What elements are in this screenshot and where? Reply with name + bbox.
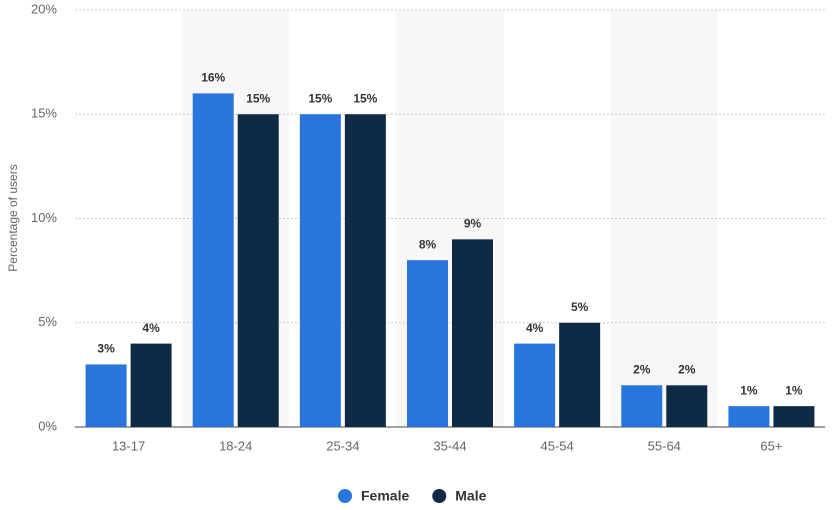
x-tick-label: 18-24 [219,438,252,453]
y-tick-label: 0% [38,418,57,433]
value-label: 15% [308,91,332,105]
legend-marker [432,489,447,503]
bar [237,114,279,427]
x-tick-label: 45-54 [541,438,574,453]
y-tick-label: 10% [31,210,57,225]
value-label: 2% [678,362,696,376]
x-tick-label: 55-64 [648,438,681,453]
value-label: 15% [353,91,377,105]
legend-marker [338,489,352,503]
value-label: 16% [201,71,225,85]
bar [130,343,172,427]
value-label: 3% [97,342,115,356]
y-tick-label: 5% [38,314,57,329]
x-tick-label: 13-17 [112,438,145,453]
y-tick-label: 15% [31,106,57,121]
value-label: 8% [419,237,437,251]
bar [514,343,556,427]
bar [407,260,448,427]
value-label: 2% [633,362,651,376]
legend-label: Female [361,488,409,504]
value-label: 5% [571,300,589,314]
value-label: 4% [526,321,544,335]
x-tick-label: 65+ [760,438,782,453]
y-axis-label: Percentage of users [6,164,20,271]
value-label: 9% [464,217,482,231]
bar [452,239,493,427]
value-label: 4% [142,321,160,335]
x-tick-label: 25-34 [326,438,359,453]
bar [192,93,234,428]
value-label: 15% [246,91,270,105]
value-label: 1% [740,383,758,397]
bar [559,322,601,427]
value-label: 1% [785,383,803,397]
bar [299,114,341,427]
bar [85,364,127,427]
bar [773,406,815,427]
bar [666,385,708,427]
y-tick-label: 20% [31,1,57,16]
bar [728,406,770,427]
bar [621,385,663,427]
bar [344,114,386,427]
legend-label: Male [455,488,486,504]
x-tick-label: 35-44 [433,438,466,453]
